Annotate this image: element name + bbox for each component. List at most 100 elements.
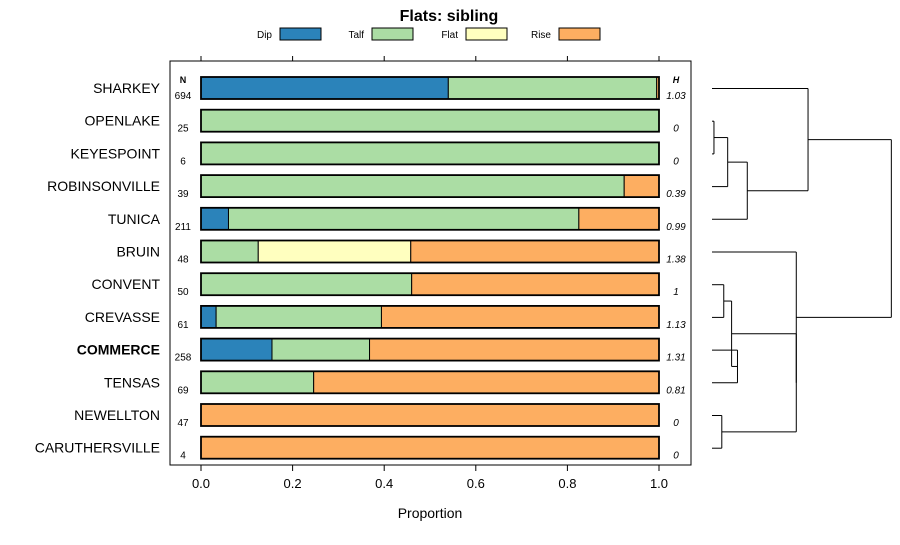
category-label-robinsonville: ROBINSONVILLE xyxy=(47,178,160,194)
h-labels: 1.03 0 0 0.39 0.99 1.38 1 1.13 1.31 0.81 0 0 xyxy=(666,91,686,462)
bar-crevasse-talf xyxy=(215,305,382,329)
chart-title: Flats: sibling xyxy=(400,8,499,25)
bar-commerce-dip xyxy=(200,338,273,362)
bar-outline-robinsonville xyxy=(200,174,660,199)
bar-tensas-talf xyxy=(200,370,315,394)
n-label-newellton: 47 xyxy=(177,418,189,429)
h-label-keyespoint: 0 xyxy=(673,156,679,167)
h-label-convent: 1 xyxy=(673,287,679,298)
category-label-openlake: OPENLAKE xyxy=(85,113,160,129)
bar-outline-openlake xyxy=(200,108,660,133)
n-label-convent: 50 xyxy=(177,287,189,298)
h-column-header: H xyxy=(673,75,680,85)
n-label-tensas: 69 xyxy=(177,385,189,396)
bar-tunica-talf xyxy=(227,207,580,231)
category-label-sharkey: SHARKEY xyxy=(93,80,161,96)
n-label-crevasse: 61 xyxy=(177,320,189,331)
bar-crevasse-rise xyxy=(380,305,660,329)
legend-swatch-talf xyxy=(371,27,414,41)
bar-crevasse-dip xyxy=(200,305,217,329)
category-label-tunica: TUNICA xyxy=(108,211,161,227)
bar-keyespoint-talf xyxy=(200,141,660,165)
x-tick-label-0-2: 0.2 xyxy=(284,476,302,491)
n-label-sharkey: 694 xyxy=(175,91,192,102)
bar-outline-convent xyxy=(200,272,660,297)
bar-outline-sharkey xyxy=(200,76,660,100)
category-labels: SHARKEY OPENLAKE KEYESPOINT ROBINSONVILLE TU… xyxy=(35,80,161,456)
bar-outline-tunica xyxy=(200,206,660,231)
bar-commerce-talf xyxy=(271,338,371,362)
category-label-tensas: TENSAS xyxy=(104,374,160,390)
bars-group xyxy=(200,76,660,460)
bar-caruthersville-rise xyxy=(200,436,660,460)
bar-bruin-rise xyxy=(410,240,660,263)
bar-commerce-rise xyxy=(369,338,660,362)
bar-tunica-rise xyxy=(578,207,660,231)
bar-robinsonville-talf xyxy=(200,174,625,198)
x-tick-label-0-4: 0.4 xyxy=(375,476,393,491)
x-tick-label-0-0: 0.0 xyxy=(192,476,210,491)
bar-outline-crevasse xyxy=(200,304,660,329)
bar-outline-keyespoint xyxy=(200,141,660,166)
h-label-tensas: 0.81 xyxy=(666,385,685,396)
category-label-bruin: BRUIN xyxy=(116,244,160,260)
bar-tensas-rise xyxy=(313,370,660,394)
category-label-keyespoint: KEYESPOINT xyxy=(71,145,161,161)
legend-label-talf: Talf xyxy=(348,30,364,41)
x-tick-label-1-0: 1.0 xyxy=(650,476,668,491)
h-label-openlake: 0 xyxy=(673,124,679,135)
legend-swatch-dip xyxy=(279,27,322,41)
category-label-commerce: COMMERCE xyxy=(77,342,160,358)
h-label-bruin: 1.38 xyxy=(666,255,686,266)
n-label-keyespoint: 6 xyxy=(180,156,186,167)
n-label-tunica: 211 xyxy=(175,222,191,233)
bar-bruin-talf xyxy=(200,240,259,263)
bar-outline-commerce xyxy=(200,337,660,362)
n-label-bruin: 48 xyxy=(177,255,189,266)
top-axis-ticks xyxy=(200,56,660,61)
n-labels: 694 25 6 39 211 48 50 61 258 69 47 4 xyxy=(175,91,192,462)
bar-outline-bruin xyxy=(200,239,660,264)
h-label-commerce: 1.31 xyxy=(666,353,685,364)
x-axis-label: Proportion xyxy=(398,505,463,521)
legend-swatch-flat xyxy=(465,27,508,41)
bar-outline-caruthersville xyxy=(200,435,660,460)
category-label-newellton: NEWELLTON xyxy=(74,407,160,423)
bar-newellton-rise xyxy=(200,403,660,427)
category-label-caruthersville: CARUTHERSVILLE xyxy=(35,440,160,456)
category-label-crevasse: CREVASSE xyxy=(85,309,160,325)
category-label-convent: CONVENT xyxy=(92,276,161,292)
legend-swatch-rise xyxy=(558,27,601,41)
x-axis: 0.0 0.2 0.4 0.6 0.8 1.0 xyxy=(192,465,668,491)
bar-sharkey-talf xyxy=(447,76,658,100)
legend-label-rise: Rise xyxy=(531,30,551,41)
plot-frame xyxy=(169,60,692,466)
legend-label-flat: Flat xyxy=(441,30,458,41)
x-tick-label-0-8: 0.8 xyxy=(558,476,576,491)
h-label-newellton: 0 xyxy=(673,418,679,429)
bar-tunica-dip xyxy=(200,207,229,231)
n-column-header: N xyxy=(180,75,187,85)
bar-outline-tensas xyxy=(200,370,660,395)
n-label-commerce: 258 xyxy=(175,353,192,364)
n-label-caruthersville: 4 xyxy=(180,451,186,462)
h-label-crevasse: 1.13 xyxy=(666,320,686,331)
bar-convent-talf xyxy=(200,272,413,296)
bar-bruin-flat xyxy=(257,240,412,263)
h-label-tunica: 0.99 xyxy=(666,222,686,233)
x-tick-label-0-6: 0.6 xyxy=(467,476,485,491)
bar-openlake-talf xyxy=(200,109,660,133)
h-label-sharkey: 1.03 xyxy=(666,91,686,102)
bar-convent-rise xyxy=(411,272,660,296)
legend-label-dip: Dip xyxy=(257,30,272,41)
bar-outline-newellton xyxy=(200,403,660,427)
h-label-robinsonville: 0.39 xyxy=(666,189,686,200)
n-label-openlake: 25 xyxy=(177,124,189,135)
dendrogram xyxy=(712,88,892,449)
legend: Dip Talf Flat Rise xyxy=(257,27,601,41)
bar-robinsonville-rise xyxy=(623,174,660,198)
n-label-robinsonville: 39 xyxy=(177,189,189,200)
h-label-caruthersville: 0 xyxy=(673,451,679,462)
